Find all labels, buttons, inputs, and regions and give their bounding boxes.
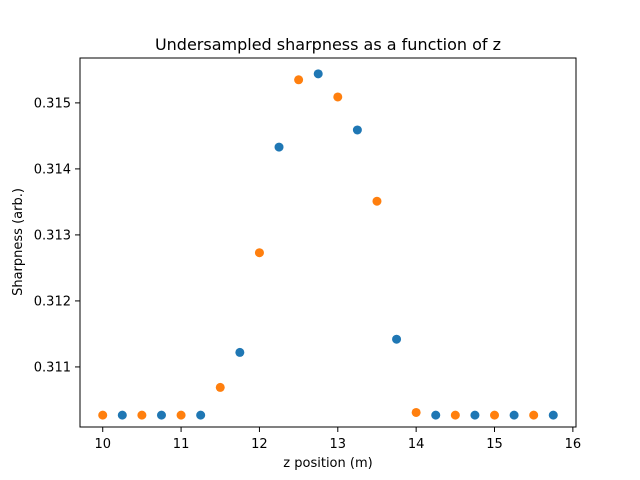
series-1-point <box>470 410 480 420</box>
series-1-point <box>392 334 402 344</box>
x-tick-label: 10 <box>94 437 111 452</box>
series-1-point <box>431 410 441 420</box>
chart-title: Undersampled sharpness as a function of … <box>155 35 501 54</box>
x-tick-label: 11 <box>173 437 190 452</box>
series-1-point <box>117 410 127 420</box>
x-axis-label: z position (m) <box>283 456 372 471</box>
series-2-point <box>372 196 382 206</box>
x-tick-label: 16 <box>565 437 582 452</box>
series-2-point <box>450 410 460 420</box>
series-1-point <box>274 142 284 152</box>
series-2-point <box>254 248 264 258</box>
series-1-point <box>548 410 558 420</box>
y-tick-label: 0.311 <box>34 360 71 375</box>
series-1-point <box>235 347 245 357</box>
y-tick-label: 0.314 <box>34 162 71 177</box>
series-2-point <box>176 410 186 420</box>
series-1-point <box>509 410 519 420</box>
series-2-point <box>333 92 343 102</box>
series-1-point <box>352 125 362 135</box>
y-tick-label: 0.313 <box>34 228 71 243</box>
x-axis-ticks: 10 11 12 13 14 15 16 <box>94 427 581 452</box>
plot-frame <box>79 57 577 428</box>
data-points <box>98 69 558 420</box>
series-1-point <box>196 410 206 420</box>
series-2-point <box>98 410 108 420</box>
series-2-point <box>137 410 147 420</box>
y-tick-label: 0.312 <box>34 294 71 309</box>
series-2-point <box>490 410 500 420</box>
x-tick-label: 15 <box>486 437 503 452</box>
series-2-point <box>411 407 421 417</box>
x-tick-label: 12 <box>251 437 268 452</box>
x-tick-label: 13 <box>330 437 347 452</box>
series-2-point <box>215 382 225 392</box>
y-axis-ticks: 0.311 0.312 0.313 0.314 0.315 <box>34 96 80 375</box>
series-1-point <box>156 410 166 420</box>
series-2-point <box>529 410 539 420</box>
series-1-point <box>313 69 323 79</box>
series-2-point <box>294 75 304 85</box>
x-tick-label: 14 <box>408 437 425 452</box>
y-tick-label: 0.315 <box>34 96 71 111</box>
y-axis-label: Sharpness (arb.) <box>11 188 26 296</box>
